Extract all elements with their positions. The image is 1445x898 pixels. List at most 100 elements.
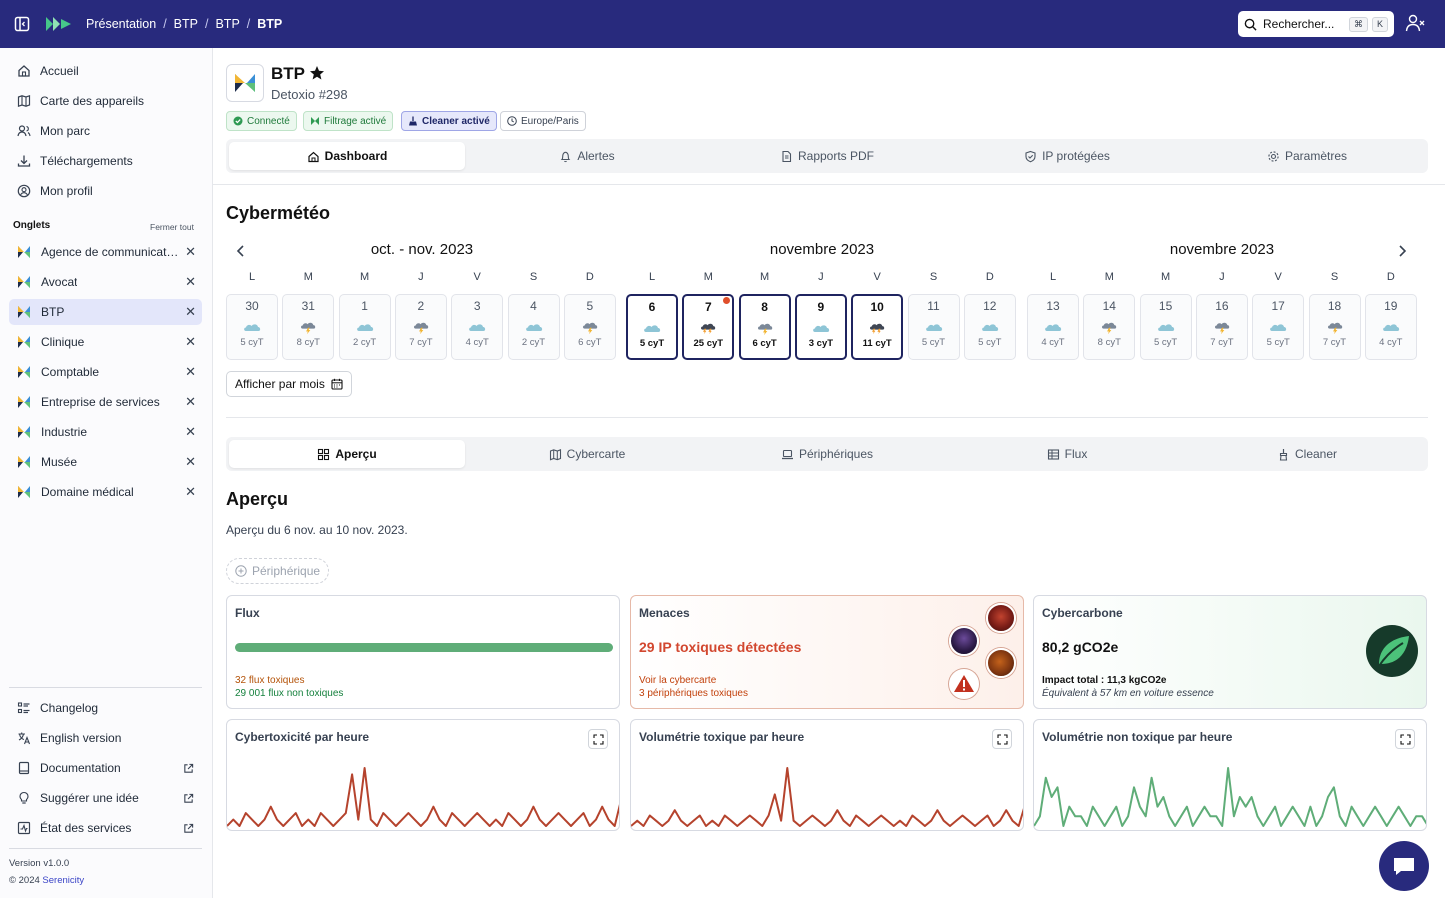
tab-item[interactable]: Agence de communicat… ✕ [9, 239, 202, 265]
close-tab-icon[interactable]: ✕ [185, 484, 196, 499]
day-cell[interactable]: 12 5 cyT [963, 294, 1016, 360]
day-cell[interactable]: 13 4 cyT [1027, 294, 1079, 360]
close-tab-icon[interactable]: ✕ [185, 244, 196, 259]
day-cell[interactable]: 16 7 cyT [1195, 294, 1248, 360]
day-cell[interactable]: 3 4 cyT [451, 294, 504, 360]
tab-item[interactable]: BTP ✕ [9, 299, 202, 325]
breadcrumb-item[interactable]: BTP [173, 17, 198, 31]
breadcrumb-item[interactable]: BTP [215, 17, 240, 31]
day-cell[interactable]: 11 5 cyT [907, 294, 960, 360]
close-tab-icon[interactable]: ✕ [185, 454, 196, 469]
search-button[interactable]: Rechercher... ⌘ K [1238, 11, 1394, 37]
app-logo-icon[interactable] [44, 0, 78, 48]
close-tab-icon[interactable]: ✕ [185, 424, 196, 439]
tab-item[interactable]: Entreprise de services ✕ [9, 389, 202, 415]
sidebar-item-telechargements[interactable]: Téléchargements [9, 148, 202, 174]
series-line [631, 767, 1023, 827]
search-icon [1244, 18, 1257, 31]
tab-sub_tabs-1[interactable]: Cybercarte [469, 440, 705, 468]
flux-card[interactable]: Flux 32 flux toxiques 29 001 flux non to… [226, 595, 620, 709]
tab-sub_tabs-3[interactable]: Flux [949, 440, 1185, 468]
tab-item[interactable]: Clinique ✕ [9, 329, 202, 355]
account-icon[interactable] [1405, 14, 1427, 34]
tab-item[interactable]: Musée ✕ [9, 449, 202, 475]
tab-logo-icon [18, 426, 30, 438]
tab-logo-icon [18, 336, 30, 348]
sidebar-item-status[interactable]: État des services [9, 815, 202, 841]
day-cell[interactable]: 31 8 cyT [282, 294, 335, 360]
cloud-icon [1045, 324, 1062, 331]
month-view-button[interactable]: Afficher par mois [226, 371, 352, 397]
tab-sub_tabs-2[interactable]: Périphériques [709, 440, 945, 468]
day-cell[interactable]: 10 11 cyT [851, 294, 904, 360]
tab-item[interactable]: Avocat ✕ [9, 269, 202, 295]
expand-button[interactable] [992, 729, 1012, 749]
toxic-devices-count: 3 périphériques toxiques [639, 688, 748, 699]
sidebar-item-accueil[interactable]: Accueil [9, 58, 202, 84]
header-divider [213, 184, 1445, 185]
day-cell[interactable]: 6 5 cyT [626, 294, 678, 360]
day-cell[interactable]: 17 5 cyT [1252, 294, 1305, 360]
tab-label: Cybercarte [566, 447, 626, 461]
breadcrumb-item[interactable]: Présentation [86, 17, 157, 31]
sidebar-item-documentation[interactable]: Documentation [9, 755, 202, 781]
expand-button[interactable] [1395, 729, 1415, 749]
close-tab-icon[interactable]: ✕ [185, 394, 196, 409]
tab-main_tabs-3[interactable]: IP protégées [949, 142, 1185, 170]
cybermap-link[interactable]: Voir la cybercarte [639, 675, 717, 686]
device-filter-button[interactable]: Périphérique [226, 558, 330, 584]
tab-label: Flux [1064, 447, 1088, 461]
tab-main_tabs-0[interactable]: Dashboard [229, 142, 465, 170]
close-tab-icon[interactable]: ✕ [185, 334, 196, 349]
tab-main_tabs-1[interactable]: Alertes [469, 142, 705, 170]
chat-button[interactable] [1379, 841, 1429, 891]
favorite-star-icon[interactable] [309, 65, 325, 81]
tab-item[interactable]: Comptable ✕ [9, 359, 202, 385]
day-cell[interactable]: 8 6 cyT [738, 294, 791, 360]
sidebar-item-profil[interactable]: Mon profil [9, 178, 202, 204]
day-cell[interactable]: 5 6 cyT [563, 294, 616, 360]
day-cell[interactable]: 7 25 cyT [682, 294, 735, 360]
close-all-tabs-button[interactable]: Fermer tout [150, 222, 194, 232]
chevron-left-icon[interactable] [234, 244, 248, 258]
sidebar: Accueil Carte des appareils Mon parc Tél… [0, 48, 213, 898]
carbon-card[interactable]: Cybercarbone 80,2 gCO2e Impact total : 1… [1033, 595, 1427, 709]
day-cell[interactable]: 15 5 cyT [1139, 294, 1192, 360]
sidebar-item-changelog[interactable]: Changelog [9, 695, 202, 721]
expand-button[interactable] [588, 729, 608, 749]
brand-link[interactable]: Serenicity [42, 875, 85, 886]
map-icon [549, 448, 561, 460]
cloud-icon [469, 324, 486, 331]
day-cell[interactable]: 18 7 cyT [1308, 294, 1361, 360]
broom-icon [409, 116, 417, 126]
cloud-icon [1382, 324, 1399, 331]
day-cell[interactable]: 19 4 cyT [1364, 294, 1417, 360]
tab-item[interactable]: Industrie ✕ [9, 419, 202, 445]
day-cell[interactable]: 9 3 cyT [794, 294, 847, 360]
tab-label: Périphériques [798, 447, 874, 461]
sidebar-item-label: État des services [40, 821, 132, 835]
close-tab-icon[interactable]: ✕ [185, 274, 196, 289]
day-cell[interactable]: 4 2 cyT [507, 294, 560, 360]
sidebar-item-english[interactable]: English version [9, 725, 202, 751]
day-cell[interactable]: 2 7 cyT [394, 294, 447, 360]
day-cell[interactable]: 30 5 cyT [226, 294, 278, 360]
day-of-week: J [818, 271, 824, 283]
sidebar-toggle-icon[interactable] [0, 0, 44, 48]
day-of-week: D [1386, 271, 1395, 283]
day-cell[interactable]: 14 8 cyT [1083, 294, 1136, 360]
tab-sub_tabs-4[interactable]: Cleaner [1189, 440, 1425, 468]
tab-sub_tabs-0[interactable]: Aperçu [229, 440, 465, 468]
sidebar-item-parc[interactable]: Mon parc [9, 118, 202, 144]
external-link-icon [184, 823, 194, 833]
tab-item[interactable]: Domaine médical ✕ [9, 479, 202, 505]
tab-main_tabs-4[interactable]: Paramètres [1189, 142, 1425, 170]
sidebar-item-carte[interactable]: Carte des appareils [9, 88, 202, 114]
tab-main_tabs-2[interactable]: Rapports PDF [709, 142, 945, 170]
sidebar-item-suggest[interactable]: Suggérer une idée [9, 785, 202, 811]
chevron-right-icon[interactable] [1395, 244, 1409, 258]
day-cell[interactable]: 1 2 cyT [338, 294, 391, 360]
close-tab-icon[interactable]: ✕ [185, 304, 196, 319]
threats-card[interactable]: Menaces 29 IP toxiques détectées Voir la… [630, 595, 1024, 709]
close-tab-icon[interactable]: ✕ [185, 364, 196, 379]
